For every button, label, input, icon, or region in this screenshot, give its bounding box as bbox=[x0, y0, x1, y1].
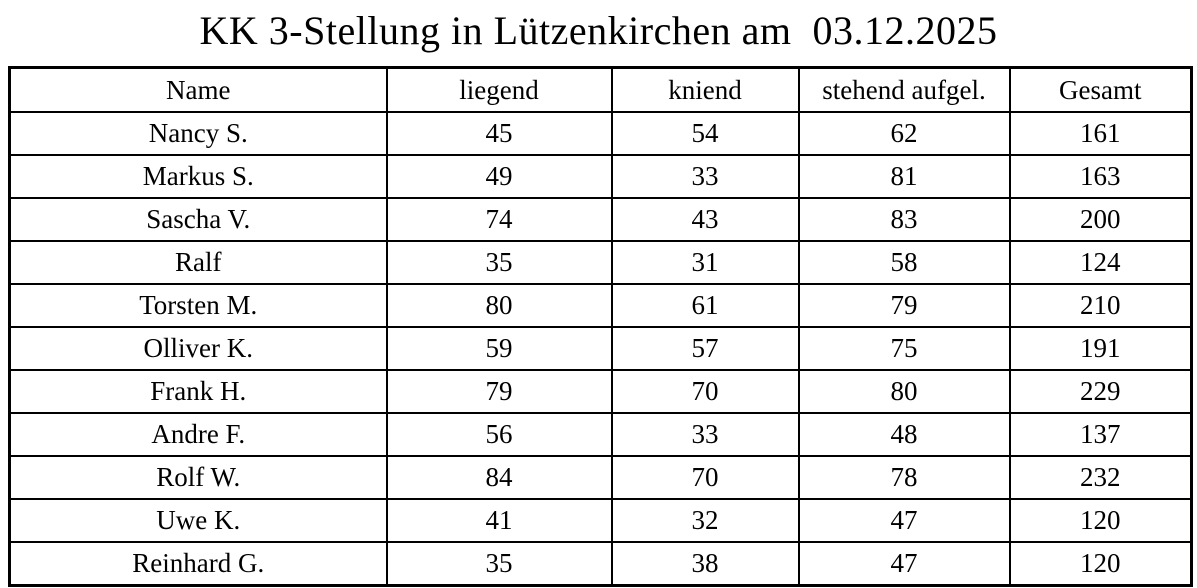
cell-name: Uwe K. bbox=[8, 498, 388, 543]
cell-stehend: 79 bbox=[797, 283, 1011, 328]
cell-name: Markus S. bbox=[8, 154, 388, 199]
cell-stehend: 75 bbox=[797, 326, 1011, 371]
cell-gesamt: 124 bbox=[1008, 240, 1193, 285]
cell-gesamt: 210 bbox=[1008, 283, 1193, 328]
cell-gesamt: 191 bbox=[1008, 326, 1193, 371]
cell-liegend: 49 bbox=[385, 154, 613, 199]
cell-name: Frank H. bbox=[8, 369, 388, 414]
cell-kniend: 54 bbox=[610, 111, 800, 156]
cell-liegend: 35 bbox=[385, 541, 613, 587]
cell-liegend: 35 bbox=[385, 240, 613, 285]
cell-gesamt: 137 bbox=[1008, 412, 1193, 457]
cell-kniend: 33 bbox=[610, 154, 800, 199]
cell-stehend: 81 bbox=[797, 154, 1011, 199]
cell-stehend: 48 bbox=[797, 412, 1011, 457]
table-row: Rolf W. 84 70 78 232 bbox=[8, 455, 1193, 500]
cell-liegend: 41 bbox=[385, 498, 613, 543]
table-row: Olliver K. 59 57 75 191 bbox=[8, 326, 1193, 371]
table-row: Frank H. 79 70 80 229 bbox=[8, 369, 1193, 414]
cell-kniend: 31 bbox=[610, 240, 800, 285]
cell-kniend: 33 bbox=[610, 412, 800, 457]
table-row: Reinhard G. 35 38 47 120 bbox=[8, 541, 1193, 587]
table-row: Uwe K. 41 32 47 120 bbox=[8, 498, 1193, 543]
cell-stehend: 78 bbox=[797, 455, 1011, 500]
cell-liegend: 84 bbox=[385, 455, 613, 500]
header-liegend: liegend bbox=[385, 66, 613, 113]
cell-gesamt: 229 bbox=[1008, 369, 1193, 414]
cell-gesamt: 120 bbox=[1008, 498, 1193, 543]
score-table: Name liegend kniend stehend aufgel. Gesa… bbox=[8, 66, 1193, 587]
table-row: Sascha V. 74 43 83 200 bbox=[8, 197, 1193, 242]
cell-kniend: 61 bbox=[610, 283, 800, 328]
cell-kniend: 43 bbox=[610, 197, 800, 242]
cell-liegend: 74 bbox=[385, 197, 613, 242]
cell-stehend: 83 bbox=[797, 197, 1011, 242]
cell-stehend: 62 bbox=[797, 111, 1011, 156]
cell-stehend: 47 bbox=[797, 498, 1011, 543]
cell-liegend: 80 bbox=[385, 283, 613, 328]
cell-kniend: 32 bbox=[610, 498, 800, 543]
cell-gesamt: 232 bbox=[1008, 455, 1193, 500]
header-name: Name bbox=[8, 66, 388, 113]
cell-name: Olliver K. bbox=[8, 326, 388, 371]
cell-liegend: 56 bbox=[385, 412, 613, 457]
cell-name: Rolf W. bbox=[8, 455, 388, 500]
cell-name: Nancy S. bbox=[8, 111, 388, 156]
table-row: Andre F. 56 33 48 137 bbox=[8, 412, 1193, 457]
table-row: Ralf 35 31 58 124 bbox=[8, 240, 1193, 285]
table-row: Nancy S. 45 54 62 161 bbox=[8, 111, 1193, 156]
cell-name: Ralf bbox=[8, 240, 388, 285]
page-title: KK 3-Stellung in Lützenkirchen am 03.12.… bbox=[199, 8, 998, 53]
header-row: Name liegend kniend stehend aufgel. Gesa… bbox=[8, 66, 1193, 113]
cell-name: Andre F. bbox=[8, 412, 388, 457]
cell-liegend: 59 bbox=[385, 326, 613, 371]
cell-gesamt: 200 bbox=[1008, 197, 1193, 242]
cell-kniend: 38 bbox=[610, 541, 800, 587]
cell-stehend: 80 bbox=[797, 369, 1011, 414]
cell-gesamt: 161 bbox=[1008, 111, 1193, 156]
cell-stehend: 47 bbox=[797, 541, 1011, 587]
table-row: Torsten M. 80 61 79 210 bbox=[8, 283, 1193, 328]
header-gesamt: Gesamt bbox=[1008, 66, 1193, 113]
cell-stehend: 58 bbox=[797, 240, 1011, 285]
cell-kniend: 70 bbox=[610, 455, 800, 500]
cell-name: Reinhard G. bbox=[8, 541, 388, 587]
cell-kniend: 70 bbox=[610, 369, 800, 414]
header-stehend-aufgel: stehend aufgel. bbox=[797, 66, 1011, 113]
cell-kniend: 57 bbox=[610, 326, 800, 371]
cell-gesamt: 163 bbox=[1008, 154, 1193, 199]
table-row: Markus S. 49 33 81 163 bbox=[8, 154, 1193, 199]
cell-liegend: 79 bbox=[385, 369, 613, 414]
cell-name: Sascha V. bbox=[8, 197, 388, 242]
cell-liegend: 45 bbox=[385, 111, 613, 156]
cell-name: Torsten M. bbox=[8, 283, 388, 328]
cell-gesamt: 120 bbox=[1008, 541, 1193, 587]
header-kniend: kniend bbox=[610, 66, 800, 113]
